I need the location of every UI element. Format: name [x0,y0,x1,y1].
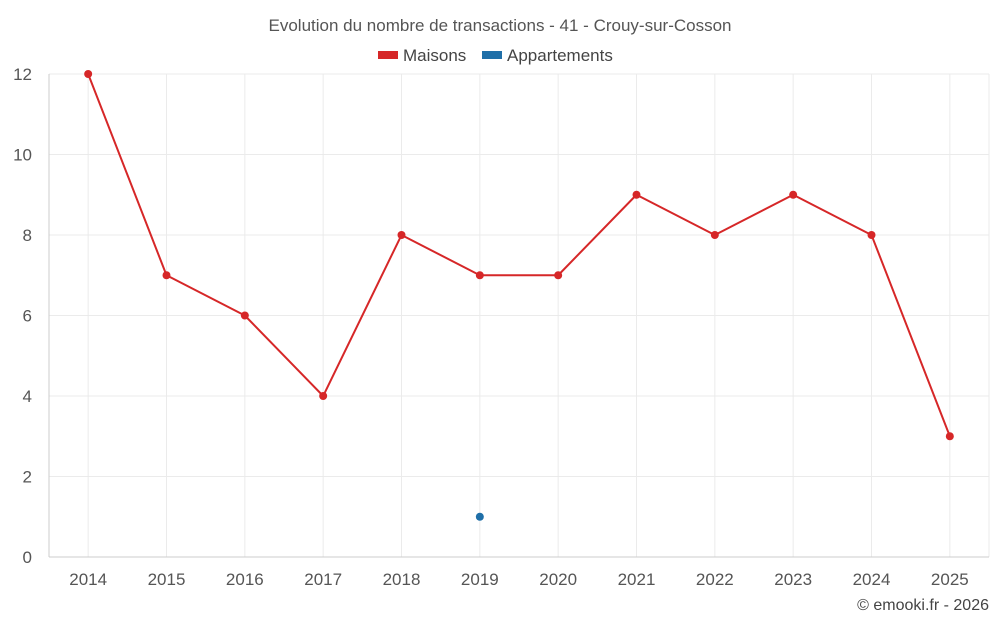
y-tick-label: 6 [23,307,32,326]
axes [48,74,989,558]
x-axis-ticks: 2014 2015 2016 2017 2018 2019 2020 2021 2022 2023… [69,570,968,589]
data-point-maisons[interactable] [867,231,876,239]
x-tick-label: 2022 [696,570,734,589]
data-point-maisons[interactable] [475,271,484,280]
x-tick-label: 2023 [774,570,812,589]
legend-swatch-appartements[interactable] [482,51,502,59]
data-point-maisons[interactable] [397,231,406,239]
credit-text: © emooki.fr - 2026 [857,597,989,614]
data-point-maisons[interactable] [789,190,798,199]
x-tick-label: 2014 [69,570,107,589]
y-tick-label: 4 [23,387,32,406]
x-tick-label: 2021 [618,570,656,589]
legend-label-maisons[interactable]: Maisons [403,46,466,65]
data-point-maisons[interactable] [632,190,641,199]
data-point-maisons[interactable] [319,392,328,400]
y-tick-label: 8 [23,226,32,245]
legend-label-appartements[interactable]: Appartements [507,46,613,65]
series-line-maisons [87,73,951,437]
legend: Maisons Appartements [378,46,613,65]
legend-swatch-maisons[interactable] [378,51,398,59]
x-tick-label: 2018 [383,570,421,589]
data-point-maisons[interactable] [162,271,171,280]
y-tick-label: 12 [13,65,32,84]
series-layer [84,70,954,521]
y-tick-label: 10 [13,146,32,165]
x-tick-label: 2019 [461,570,499,589]
grid [49,73,990,557]
y-tick-label: 2 [23,468,32,487]
data-point-maisons[interactable] [240,311,249,320]
data-point-maisons[interactable] [710,231,719,239]
x-tick-label: 2024 [853,570,891,589]
x-tick-label: 2017 [304,570,342,589]
data-point-maisons[interactable] [84,70,93,78]
data-point-maisons[interactable] [945,432,954,441]
x-tick-label: 2025 [931,570,969,589]
data-point-appartements[interactable] [475,512,484,521]
x-tick-label: 2020 [539,570,577,589]
y-axis-ticks: 0 2 4 6 8 10 12 [13,65,32,567]
x-tick-label: 2015 [148,570,186,589]
x-tick-label: 2016 [226,570,264,589]
data-point-maisons[interactable] [554,271,563,280]
y-tick-label: 0 [23,548,32,567]
chart-title: Evolution du nombre de transactions - 41… [269,16,732,35]
